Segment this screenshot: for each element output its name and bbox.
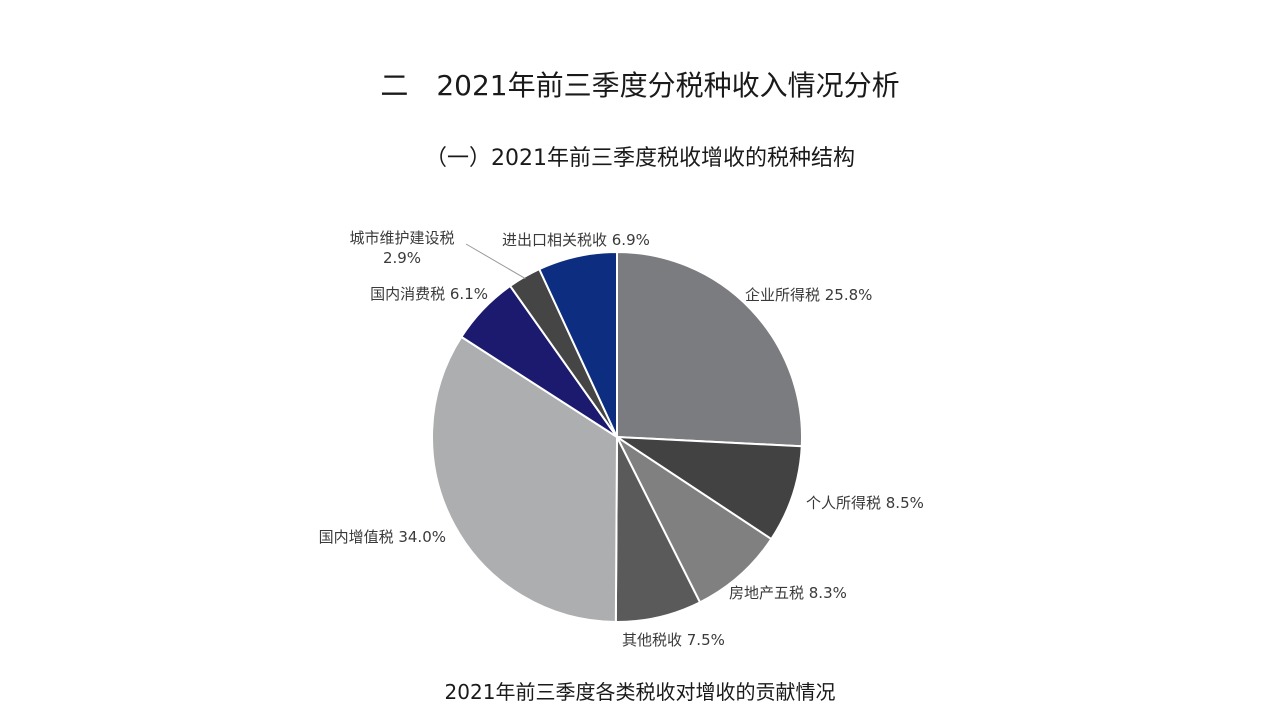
figure-caption: 2021年前三季度各类税收对增收的贡献情况 xyxy=(444,680,836,704)
slice-label-5: 国内增值税 34.0% xyxy=(319,528,446,546)
pie-slice-8 xyxy=(537,250,618,438)
slice-label-8: 进出口相关税收 6.9% xyxy=(502,231,650,249)
pie-slice-3 xyxy=(614,434,773,604)
slice-leader-line-7 xyxy=(465,243,526,280)
slice-label-4: 其他税收 7.5% xyxy=(622,631,725,649)
sub-title: （一）2021年前三季度税收增收的税种结构 xyxy=(425,146,855,171)
pie-slice-2 xyxy=(613,435,803,541)
slice-label-1: 企业所得税 25.8% xyxy=(745,286,872,304)
slice-label-6: 国内消费税 6.1% xyxy=(370,285,488,303)
pie-labels: 企业所得税 25.8% 个人所得税 8.5% 房地产五税 8.3% 其他税收 7.5%… xyxy=(319,229,924,649)
slice-label-7: 城市维护建设税 xyxy=(349,229,454,247)
pie-slices xyxy=(431,250,803,624)
slice-label-3: 房地产五税 8.3% xyxy=(729,584,847,602)
section-title: 二 2021年前三季度分税种收入情况分析 xyxy=(380,69,900,102)
pie-slice-1 xyxy=(616,250,803,448)
slice-label-7-value: 2.9% xyxy=(383,249,421,267)
slice-label-2: 个人所得税 8.5% xyxy=(806,494,924,512)
